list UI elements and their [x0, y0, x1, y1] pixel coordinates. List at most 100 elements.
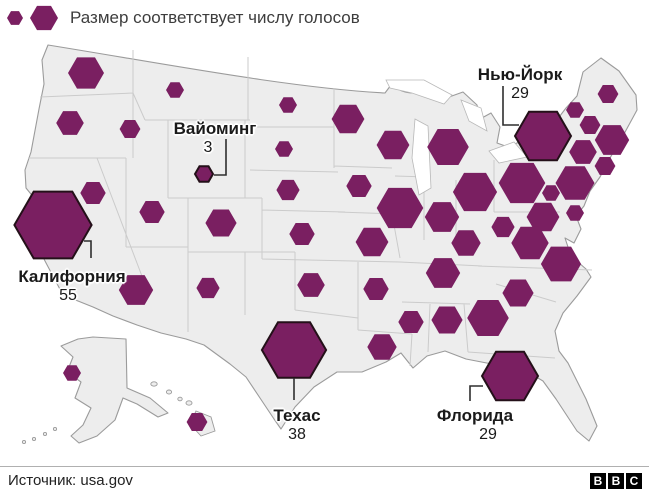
- legend-hexagon-small: [7, 11, 23, 25]
- state-hexagon-UT: [139, 201, 165, 223]
- callout-new-york: Нью-Йорк 29: [478, 65, 562, 104]
- state-hexagon-NJ: [555, 166, 595, 200]
- state-hexagon-OK: [297, 273, 325, 297]
- legend: Размер соответствует числу голосов: [6, 3, 360, 33]
- source-text: Источник: usa.gov: [8, 472, 133, 489]
- footer: Источник: usa.gov B B C: [0, 466, 649, 494]
- aleutian-island: [31, 436, 37, 442]
- hawaii-island: [150, 381, 158, 387]
- state-hexagon-KY: [451, 230, 481, 256]
- legend-hexagons: [7, 5, 58, 31]
- state-hexagon-AK: [63, 365, 81, 381]
- state-hexagon-CT: [569, 140, 597, 164]
- state-hexagon-MI: [427, 129, 469, 165]
- callout-wyoming: Вайоминг 3: [174, 119, 257, 158]
- aleutian-island: [52, 426, 58, 432]
- state-hexagon-NC: [540, 246, 582, 282]
- state-hexagon-WV: [491, 216, 515, 238]
- state-hexagon-MA: [594, 125, 630, 155]
- state-hexagon-ND: [279, 97, 297, 113]
- lake-superior: [385, 79, 453, 105]
- state-hexagon-VT: [566, 102, 584, 118]
- hexagon-layer: [13, 57, 630, 431]
- state-hexagon-VA: [511, 226, 549, 260]
- legend-hexagon-large: [30, 5, 58, 31]
- state-hexagon-AL: [431, 306, 463, 334]
- state-hexagon-WY: [193, 165, 215, 183]
- leader-line-new-york: [502, 86, 519, 126]
- map-base: [21, 44, 638, 445]
- state-hexagon-CO: [205, 209, 237, 237]
- state-hexagon-SC: [502, 279, 534, 307]
- leader-line-california: [84, 240, 92, 258]
- leader-line-florida: [469, 385, 483, 401]
- callout-vote-count: 29: [511, 85, 529, 103]
- state-hexagon-HI: [186, 413, 208, 431]
- state-hexagon-NH: [579, 116, 601, 134]
- aleutian-island: [21, 439, 27, 445]
- state-hexagon-NY: [513, 110, 573, 162]
- state-hexagon-AZ: [118, 275, 154, 305]
- state-hexagon-ME: [597, 85, 619, 103]
- state-hexagon-PA: [498, 162, 546, 204]
- callout-florida: Флорида 29: [437, 406, 513, 445]
- state-hexagon-FL: [480, 350, 540, 402]
- state-hexagon-IN: [424, 202, 460, 232]
- state-hexagon-IL: [376, 187, 424, 229]
- callout-state-name: Техас: [273, 406, 321, 425]
- state-hexagon-DC: [566, 205, 584, 221]
- callout-vote-count: 3: [203, 139, 213, 157]
- state-hexagon-WA: [68, 57, 104, 89]
- state-hexagon-MO: [355, 227, 389, 257]
- state-hexagon-MD: [526, 202, 560, 232]
- state-hexagon-RI: [594, 157, 616, 175]
- lower48-outline: [24, 44, 638, 442]
- legend-label: Размер соответствует числу голосов: [70, 8, 360, 27]
- state-hexagon-LA: [367, 334, 397, 360]
- state-hexagon-DE: [542, 185, 560, 201]
- state-hexagon-NE: [276, 179, 300, 201]
- state-hexagon-OH: [452, 172, 498, 212]
- alaska-outline: [60, 336, 169, 444]
- state-hexagon-IA: [346, 175, 372, 197]
- callout-state-name: Флорида: [436, 406, 514, 425]
- bbc-logo: B B C: [590, 472, 642, 489]
- bbc-logo-letter: C: [626, 472, 642, 489]
- callout-texas: Техас 38: [273, 406, 320, 445]
- state-hexagon-MS: [398, 311, 424, 333]
- state-hexagon-SD: [275, 141, 293, 157]
- state-borders: [28, 50, 593, 367]
- bbc-logo-letter: B: [608, 472, 624, 489]
- leader-line-wyoming: [214, 139, 227, 176]
- state-hexagon-CA: [13, 190, 93, 260]
- callout-california: Калифорния 55: [18, 267, 125, 306]
- hawaii-island: [177, 396, 183, 402]
- lake-michigan: [411, 118, 432, 196]
- hawaii-island: [165, 389, 173, 395]
- state-hexagon-ID: [119, 120, 141, 138]
- state-hexagon-OR: [56, 111, 84, 135]
- leader-lines: [84, 86, 519, 401]
- bbc-logo-letter: B: [590, 472, 606, 489]
- callout-vote-count: 29: [479, 426, 497, 444]
- aleutian-island: [42, 431, 48, 437]
- callout-vote-count: 55: [59, 287, 77, 305]
- state-hexagon-NV: [80, 182, 106, 204]
- state-hexagon-MN: [331, 104, 365, 134]
- lake-huron: [460, 99, 488, 132]
- state-hexagon-NM: [196, 277, 220, 299]
- state-hexagon-GA: [467, 300, 509, 336]
- callout-state-name: Нью-Йорк: [477, 65, 563, 84]
- state-hexagon-MT: [166, 82, 184, 98]
- callout-vote-count: 38: [288, 426, 306, 444]
- state-hexagon-KS: [289, 223, 315, 245]
- hawaii-island: [185, 400, 193, 406]
- state-hexagon-TN: [425, 258, 461, 288]
- callout-state-name: Калифорния: [18, 267, 126, 286]
- state-hexagon-TX: [260, 321, 328, 379]
- callout-state-name: Вайоминг: [173, 119, 257, 138]
- state-hexagon-WI: [376, 130, 410, 160]
- state-hexagon-AR: [363, 278, 389, 300]
